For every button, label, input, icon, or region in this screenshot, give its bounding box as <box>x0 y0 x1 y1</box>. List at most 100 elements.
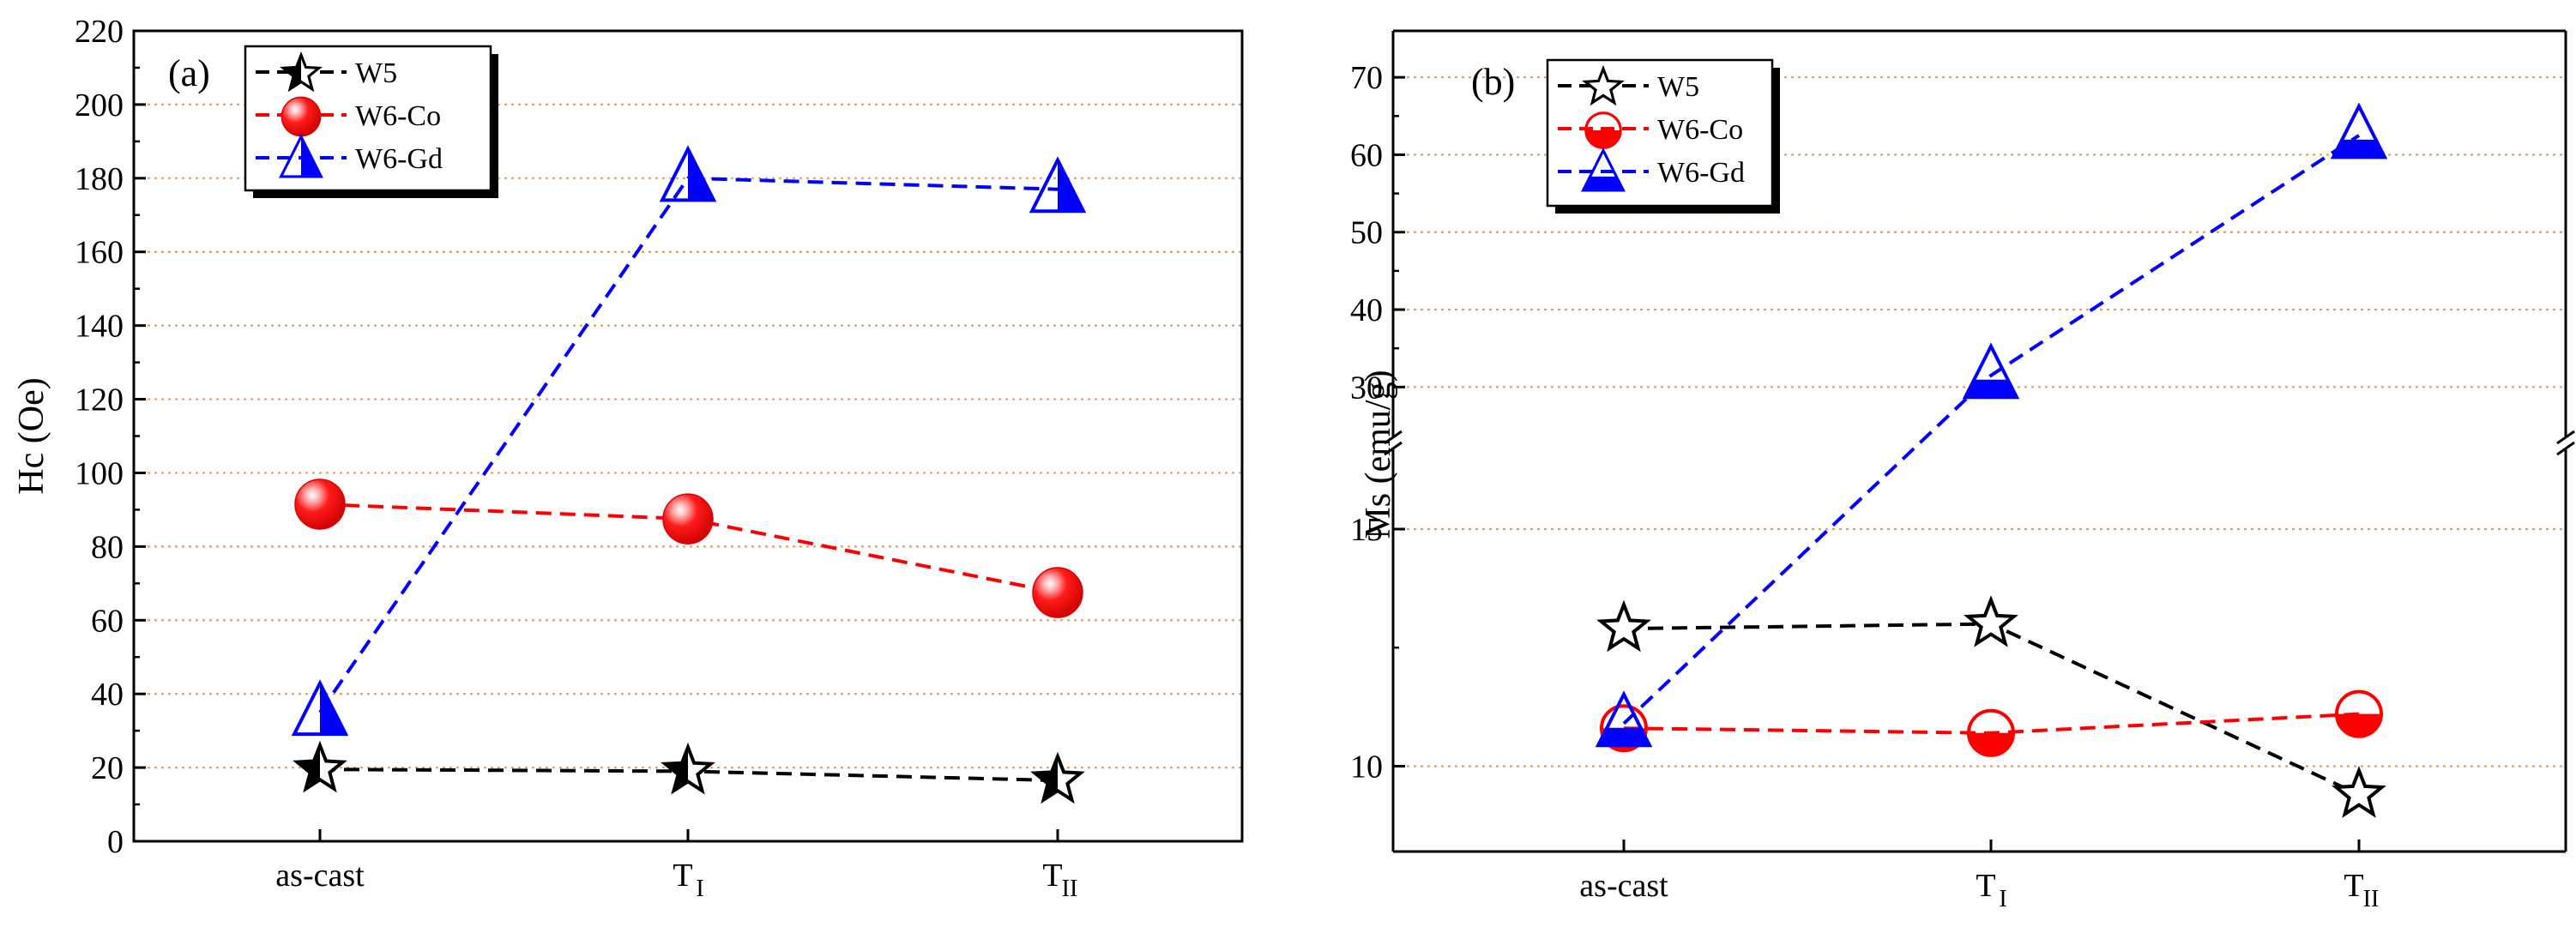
circle-fill <box>1969 732 2013 755</box>
x-tick-sublabel: I <box>696 876 703 902</box>
x-tick-label: as-cast <box>275 858 365 894</box>
y-tick-label: 220 <box>75 14 124 50</box>
legend-marker <box>279 134 323 178</box>
legend-marker <box>1581 147 1626 192</box>
axis-break-mark <box>2556 430 2575 445</box>
triangle-outline <box>1962 342 2020 400</box>
legend-label: W6-Co <box>1657 114 1743 146</box>
legend-item: W6-Co <box>256 96 441 137</box>
x-tick-sublabel: I <box>1999 886 2006 912</box>
x-tick-label: T <box>673 858 692 894</box>
y-tick-label: 160 <box>75 235 124 271</box>
y-tick-label: 80 <box>91 529 124 565</box>
data-point <box>662 493 714 545</box>
y-tick-label: 180 <box>75 161 124 197</box>
sphere-body <box>1032 567 1083 618</box>
star-fill <box>297 745 320 789</box>
triangle-outline <box>1581 147 1626 192</box>
data-point <box>1032 567 1083 618</box>
legend-item: W6-Gd <box>256 134 443 178</box>
y-tick-label: 100 <box>75 455 124 491</box>
triangle-fill <box>1965 379 2017 398</box>
sphere-body <box>294 479 346 530</box>
data-point <box>1964 595 2018 647</box>
x-tick-label: as-cast <box>1579 868 1668 904</box>
legend-item: W6-Gd <box>1558 147 1745 192</box>
circle-outline <box>2335 689 2383 738</box>
y-tick-label: 40 <box>91 677 124 713</box>
y-tick-label: 60 <box>1350 137 1383 173</box>
sphere-body <box>662 493 714 545</box>
y-tick-label: 200 <box>75 87 124 123</box>
legend-item: W5 <box>256 51 397 93</box>
axis-break-mark <box>1384 441 1403 456</box>
x-tick-label: T <box>2344 868 2363 904</box>
series-line <box>1622 134 2361 725</box>
data-point <box>1967 708 2015 757</box>
data-point <box>661 742 715 795</box>
triangle-outline <box>2330 102 2388 160</box>
y-tick-label: 50 <box>1350 215 1383 251</box>
circle-fill <box>2337 713 2381 737</box>
legend-label: W6-Gd <box>1657 157 1745 189</box>
y-tick-label: 40 <box>1350 292 1383 328</box>
legend-label: W5 <box>1657 71 1699 103</box>
data-point <box>1030 751 1085 804</box>
y-tick-label: 15 <box>1350 512 1383 548</box>
legend-label: W6-Gd <box>355 143 443 175</box>
star-fill <box>1035 756 1058 800</box>
triangle-outline <box>1595 690 1653 748</box>
data-point <box>2332 766 2386 818</box>
triangle-outline <box>279 134 323 178</box>
data-point <box>1962 342 2020 400</box>
data-point <box>1595 690 1653 748</box>
y-tick-label: 140 <box>75 309 124 345</box>
legend-marker <box>1582 64 1625 106</box>
circle-fill <box>1585 130 1621 148</box>
axis-break-mark <box>1384 430 1403 445</box>
triangle-outline <box>1029 156 1087 214</box>
data-point <box>659 145 717 202</box>
y-axis-label: Ms (emu/g) <box>1359 370 1398 539</box>
legend-label: W5 <box>355 57 397 89</box>
y-tick-label: 20 <box>91 750 124 786</box>
data-point <box>2330 102 2388 160</box>
data-point <box>1596 599 1651 653</box>
star-fill <box>665 747 688 791</box>
y-tick-label: 70 <box>1350 60 1383 96</box>
y-axis-label: Hc (Oe) <box>12 377 51 494</box>
triangle-outline <box>659 145 717 202</box>
data-point <box>293 740 347 793</box>
data-point <box>1029 156 1087 214</box>
data-point <box>294 479 346 530</box>
series-line <box>1623 712 2360 735</box>
legend-item: W6-Co <box>1558 111 1743 149</box>
x-tick-sublabel: II <box>2363 886 2380 912</box>
triangle-fill <box>1583 176 1624 190</box>
star-outline <box>1582 64 1625 106</box>
series-line <box>318 176 1059 713</box>
data-point <box>2335 689 2383 738</box>
axis-break-mark <box>2556 441 2575 456</box>
star-outline <box>1964 595 2018 647</box>
triangle-fill <box>1598 727 1650 746</box>
legend-marker <box>281 96 322 137</box>
x-tick-sublabel: II <box>1062 876 1078 902</box>
star-outline <box>1596 599 1651 653</box>
star-outline <box>2332 766 2386 818</box>
y-tick-label: 30 <box>1350 370 1383 406</box>
x-tick-label: T <box>1976 868 1995 904</box>
sphere-body <box>281 96 322 137</box>
y-tick-label: 120 <box>75 382 124 418</box>
panel-label: (a) <box>168 52 210 94</box>
legend-label: W6-Co <box>355 100 441 132</box>
legend-marker <box>280 51 323 93</box>
circle-outline <box>1967 708 2015 757</box>
y-tick-label: 0 <box>107 824 124 860</box>
triangle-fill <box>2333 139 2385 158</box>
y-tick-label: 60 <box>91 603 124 639</box>
data-point <box>291 679 349 737</box>
